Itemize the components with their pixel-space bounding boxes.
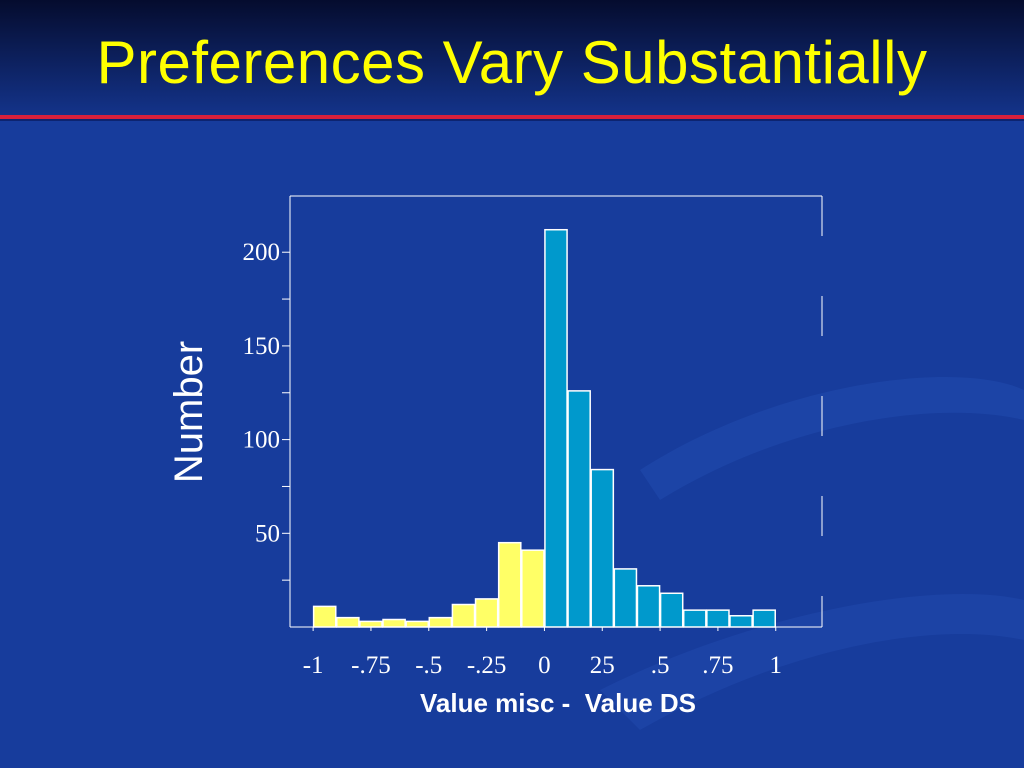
histogram-bar: [474, 598, 499, 628]
x-tick-label: -.5: [415, 652, 442, 679]
x-tick-label: 1: [769, 652, 782, 679]
histogram-bar: [382, 618, 406, 628]
x-tick-label: -1: [303, 652, 324, 679]
histogram-bar: [521, 549, 545, 628]
x-tick-label: .5: [651, 652, 670, 679]
histogram-bar: [590, 468, 615, 628]
histogram-bar: [567, 390, 591, 628]
title-accent-line: [0, 115, 1024, 119]
histogram-bar: [359, 620, 383, 628]
x-tick-label: -.75: [351, 652, 391, 679]
histogram-bar: [682, 609, 707, 628]
histogram-bar: [428, 616, 453, 628]
histogram-bar: [405, 620, 430, 628]
y-axis: 200 150 100 50: [243, 239, 290, 581]
decorative-swoosh-lower: [600, 594, 1024, 730]
y-tick-label: 150: [243, 333, 281, 360]
histogram-bars: [312, 228, 776, 628]
histogram-bar: [729, 615, 753, 628]
x-axis-label: Value misc - Value DS: [420, 688, 696, 718]
x-tick-label: 25: [590, 652, 615, 679]
histogram-bar: [451, 603, 476, 628]
title-accent-line-shadow: [0, 119, 1024, 121]
y-axis-label: Number: [167, 341, 211, 483]
x-tick-label: 0: [538, 652, 551, 679]
histogram-bar: [312, 605, 337, 628]
histogram-bar: [544, 228, 568, 628]
y-tick-label: 200: [243, 239, 281, 266]
histogram-bar: [752, 609, 776, 628]
histogram-bar: [636, 585, 661, 628]
y-tick-label: 50: [255, 520, 280, 547]
x-tick-label: -.25: [467, 652, 507, 679]
histogram-bar: [613, 568, 638, 628]
histogram-bar: [659, 592, 684, 628]
x-axis: -1 -.75 -.5 -.25 0 25 .5 .75 1: [303, 627, 782, 679]
x-tick-label: .75: [702, 652, 733, 679]
y-tick-label: 100: [243, 427, 281, 454]
histogram-bar: [336, 616, 360, 628]
slide-title: Preferences Vary Substantially: [96, 29, 928, 96]
histogram-bar: [706, 609, 730, 628]
histogram-bar: [497, 541, 522, 628]
decorative-swoosh: [640, 376, 1024, 500]
title-band: [0, 0, 1024, 118]
